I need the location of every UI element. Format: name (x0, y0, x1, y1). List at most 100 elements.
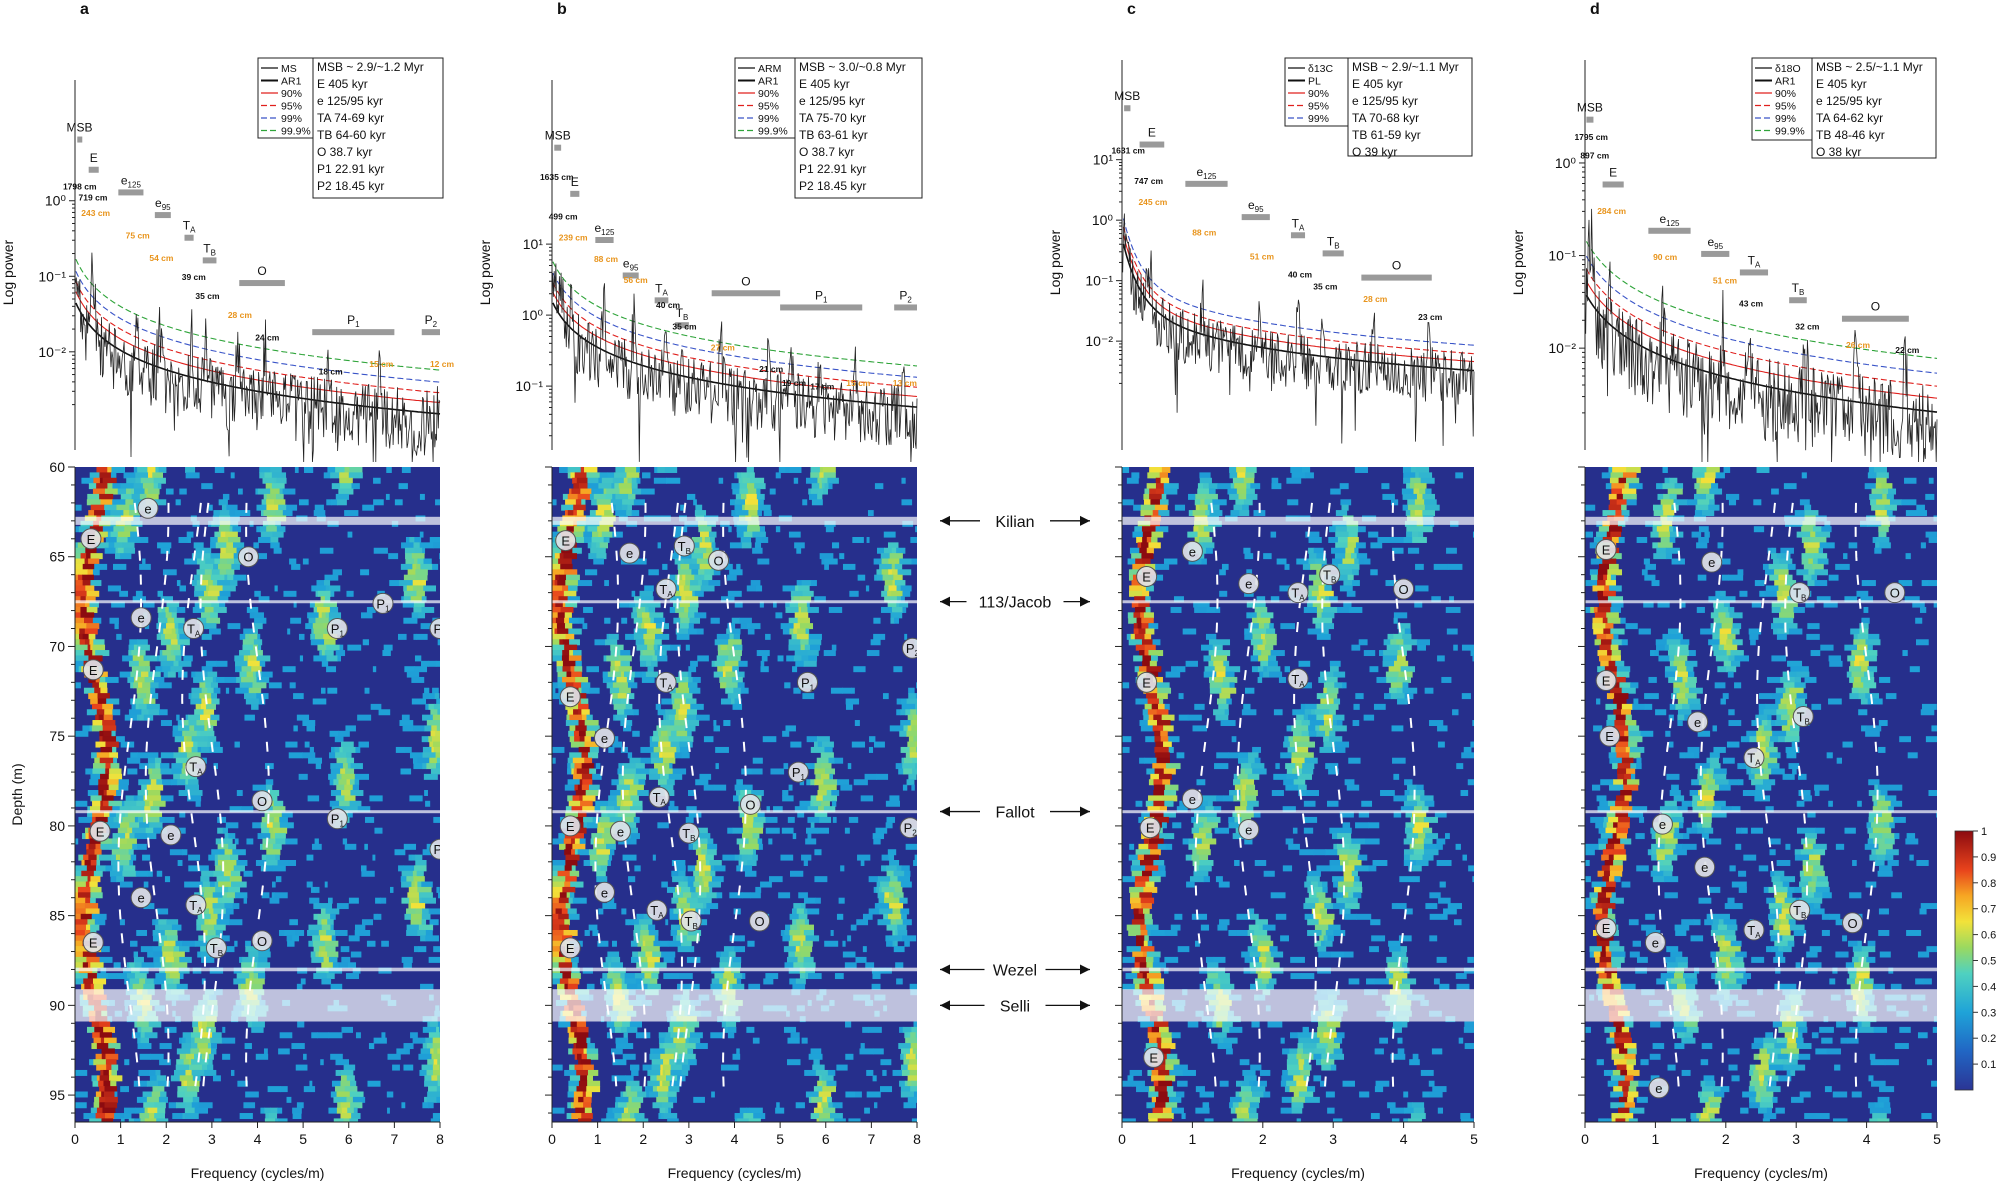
heatmap-cell (227, 623, 241, 630)
heatmap-cell (241, 983, 247, 990)
heatmap-cell (88, 633, 96, 640)
heatmap-cell (75, 628, 80, 635)
heatmap-cell (345, 768, 355, 775)
heatmap-cell (584, 757, 593, 764)
heatmap-cell (801, 854, 812, 861)
heatmap-cell (1354, 547, 1359, 554)
heatmap-cell (416, 870, 424, 877)
heatmap-cell (736, 790, 741, 796)
marker-circle (82, 659, 104, 681)
heatmap-cell (1161, 493, 1167, 500)
heatmap-cell (800, 639, 810, 646)
heatmap-cell (695, 1043, 708, 1050)
heatmap-cell (816, 757, 830, 764)
heatmap-cell (160, 763, 170, 770)
heatmap-cell (119, 919, 125, 926)
heatmap-cell (312, 940, 326, 947)
heatmap-cell (1149, 493, 1163, 500)
heatmap-cell (303, 1086, 316, 1093)
heatmap-cell (315, 951, 320, 958)
heatmap-cell (119, 590, 129, 597)
heatmap-cell (415, 569, 428, 576)
heatmap-cell (81, 870, 95, 877)
heatmap-cell (227, 574, 234, 581)
heatmap-cell (437, 1080, 440, 1087)
heatmap-cell (161, 983, 165, 990)
heatmap-cell (673, 526, 688, 533)
heatmap-cell (259, 660, 266, 667)
heatmap-cell (218, 563, 232, 570)
heatmap-cell (804, 919, 809, 926)
heatmap-cell (1229, 467, 1237, 473)
heatmap-cell (788, 639, 801, 646)
heatmap-cell (773, 601, 777, 608)
heatmap-cell (742, 973, 746, 980)
period-info-line: e 125/95 kyr (1352, 94, 1418, 108)
heatmap-cell (1418, 472, 1433, 479)
heatmap-cell (201, 553, 212, 560)
peak-label: 243 cm (81, 208, 110, 218)
heatmap-cell (669, 596, 682, 603)
heatmap-cell (330, 590, 335, 597)
heatmap-cell (755, 886, 762, 893)
heatmap-cell (203, 924, 215, 931)
heatmap-cell (805, 763, 816, 770)
heatmap-cell (873, 1048, 884, 1055)
heatmap-cell (666, 779, 675, 786)
heatmap-cell (405, 558, 415, 565)
heatmap-cell (439, 1064, 440, 1071)
heatmap-cell (673, 617, 681, 624)
heatmap-cell (576, 477, 589, 484)
heatmap-cell (744, 504, 759, 511)
heatmap-cell (84, 558, 89, 565)
heatmap-cell (676, 746, 681, 753)
heatmap-cell (655, 703, 661, 710)
heatmap-cell (1335, 510, 1348, 517)
heatmap-cell (394, 849, 406, 856)
heatmap-cell (903, 768, 913, 775)
heatmap-cell (403, 1043, 414, 1050)
heatmap-cell (901, 1069, 911, 1076)
heatmap-cell (1318, 585, 1325, 592)
heatmap-cell (419, 1069, 428, 1076)
peak-label: 27 cm (711, 343, 736, 353)
heatmap-cell (252, 623, 263, 630)
heatmap-cell (681, 1069, 689, 1076)
heatmap-cell (834, 757, 844, 764)
heatmap-cell (135, 870, 149, 877)
event-band (75, 989, 440, 1022)
heatmap-cell (694, 876, 703, 883)
heatmap-cell (164, 929, 178, 936)
heatmap-cell (815, 773, 822, 780)
heatmap-cell (618, 655, 632, 662)
heatmap-cell (406, 908, 416, 915)
heatmap-cell (713, 725, 717, 732)
heatmap-cell (822, 467, 836, 473)
heatmap-cell (683, 693, 693, 700)
heatmap-cell (418, 924, 434, 931)
heatmap-cell (1284, 563, 1290, 570)
heatmap-cell (552, 644, 565, 651)
heatmap-cell (268, 795, 278, 802)
heatmap-cell (741, 833, 754, 840)
heatmap-cell (614, 666, 620, 673)
heatmap-cell (1342, 558, 1355, 565)
heatmap-cell (1142, 558, 1151, 565)
heatmap-cell (226, 569, 235, 576)
heatmap-cell (582, 1064, 594, 1071)
heatmap-cell (75, 940, 84, 947)
heatmap-cell (278, 504, 287, 511)
heatmap-cell (346, 1075, 355, 1082)
marker-ta: TA (655, 578, 677, 600)
heatmap-cell (790, 1032, 800, 1039)
heatmap-cell (785, 606, 800, 613)
heatmap-cell (775, 526, 781, 533)
heatmap-cell (901, 499, 913, 506)
heatmap-cell (172, 730, 183, 737)
heatmap-cell (388, 553, 399, 560)
heatmap-cell (98, 854, 112, 861)
heatmap-cell (341, 790, 352, 796)
heatmap-cell (1141, 526, 1157, 533)
heatmap-cell (688, 790, 697, 796)
heatmap-cell (272, 843, 282, 850)
